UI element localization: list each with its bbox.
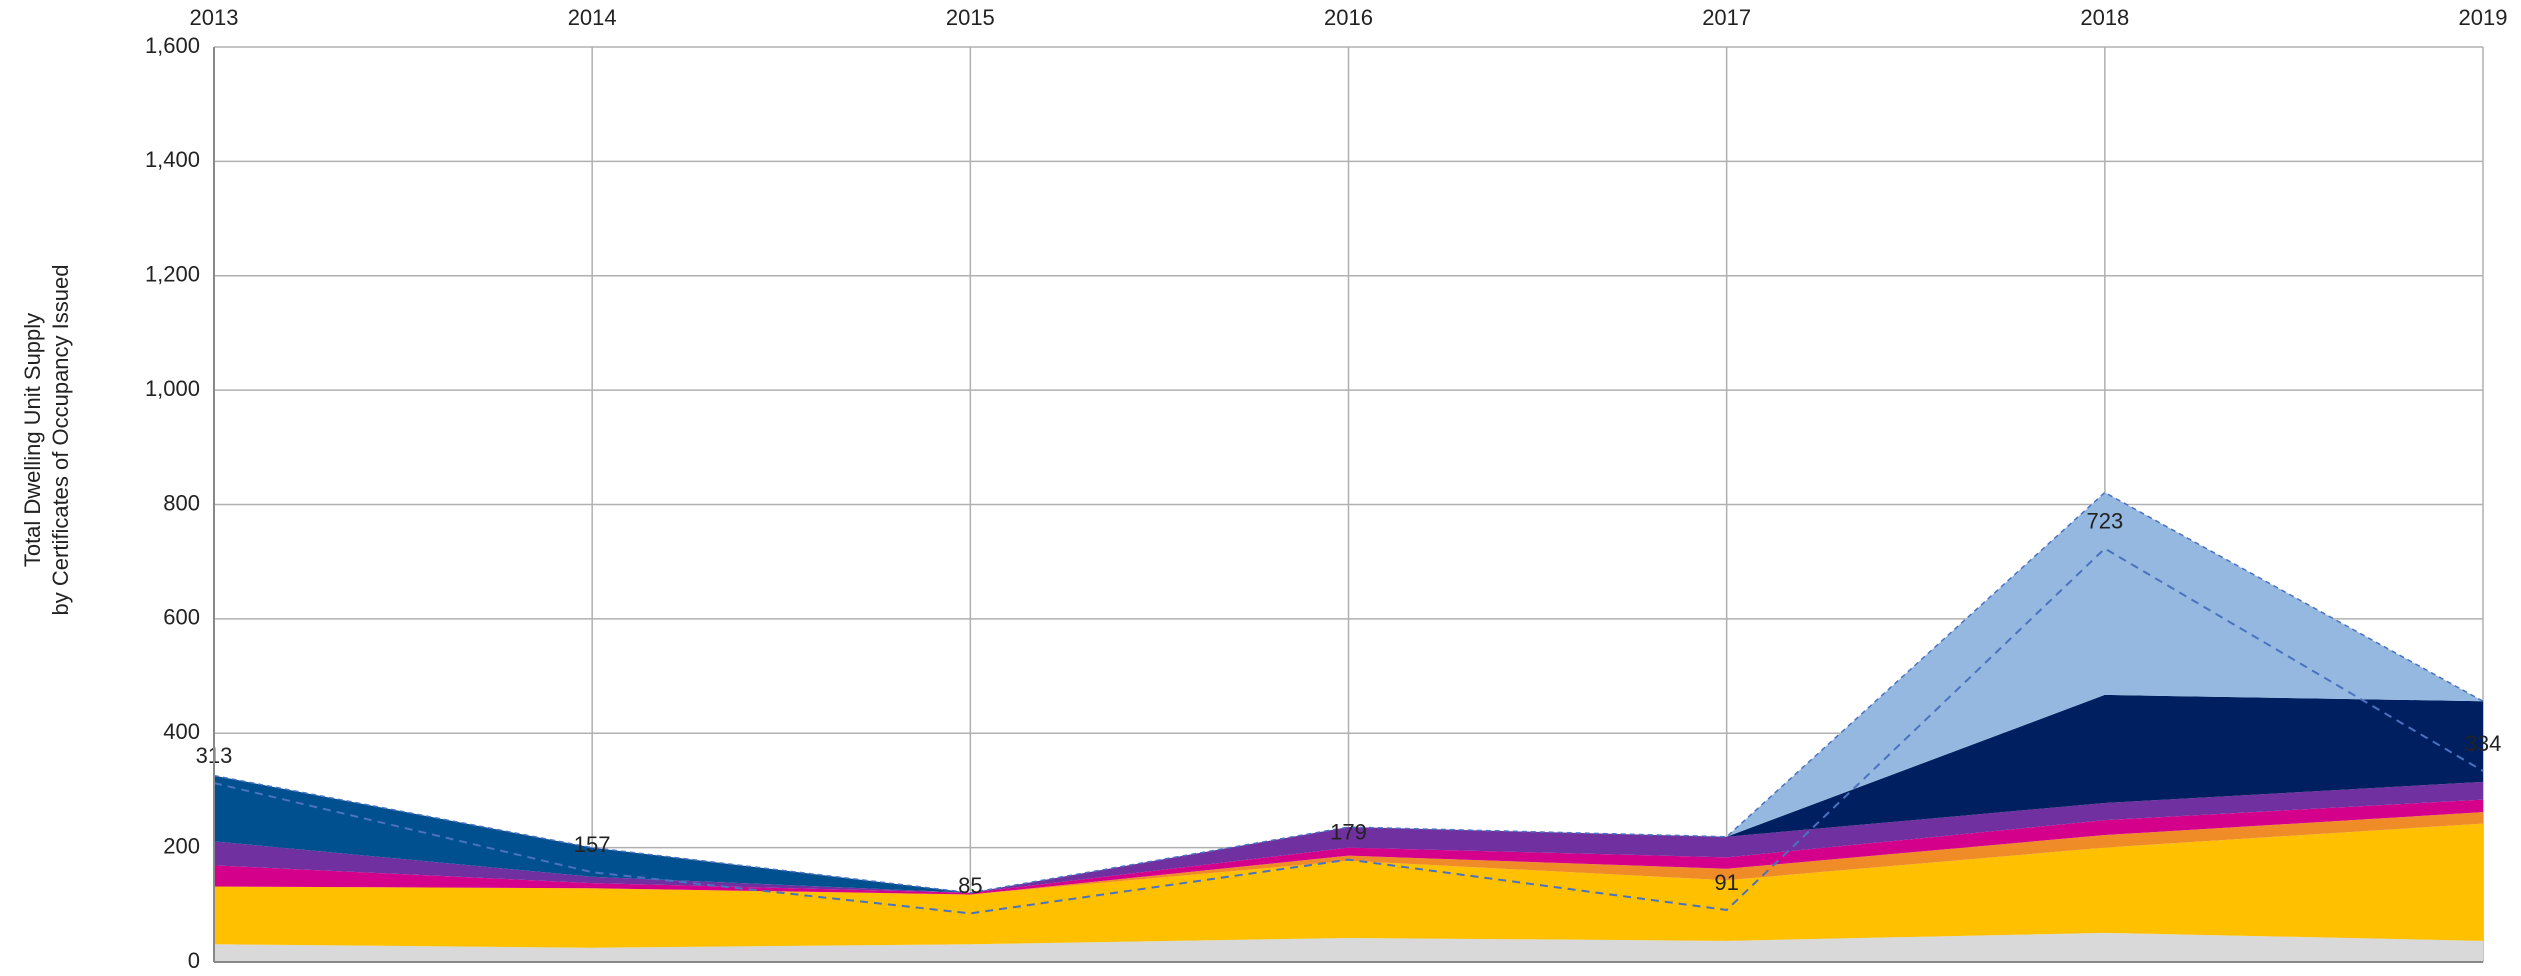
- x-tick-label: 2013: [190, 5, 239, 30]
- area: [214, 492, 2483, 893]
- y-axis-label: Total Dwelling Unit Supply: [20, 313, 45, 567]
- y-tick-label: 200: [163, 833, 200, 858]
- data-label: 334: [2465, 731, 2502, 756]
- x-tick-label: 2016: [1324, 5, 1373, 30]
- data-label: 91: [1714, 870, 1738, 895]
- data-label: 179: [1330, 819, 1367, 844]
- y-tick-label: 1,000: [145, 376, 200, 401]
- area: [214, 781, 2483, 893]
- x-tick-label: 2015: [946, 5, 995, 30]
- area: [214, 694, 2483, 893]
- data-label: 157: [574, 832, 611, 857]
- y-tick-label: 800: [163, 490, 200, 515]
- area: [214, 799, 2483, 895]
- area: [214, 823, 2483, 948]
- area: [214, 932, 2483, 962]
- y-tick-label: 1,400: [145, 147, 200, 172]
- data-label: 723: [2086, 508, 2123, 533]
- y-tick-label: 400: [163, 719, 200, 744]
- y-tick-label: 600: [163, 605, 200, 630]
- x-tick-label: 2019: [2459, 5, 2508, 30]
- y-tick-label: 1,200: [145, 262, 200, 287]
- area: [214, 812, 2483, 895]
- y-axis-label: by Certificates of Occupancy Issued: [48, 265, 73, 616]
- x-tick-label: 2018: [2080, 5, 2129, 30]
- data-label: 85: [958, 873, 982, 898]
- y-tick-label: 0: [188, 948, 200, 973]
- line: [213, 547, 2484, 915]
- x-tick-label: 2014: [568, 5, 617, 30]
- x-tick-label: 2017: [1702, 5, 1751, 30]
- y-tick-label: 1,600: [145, 33, 200, 58]
